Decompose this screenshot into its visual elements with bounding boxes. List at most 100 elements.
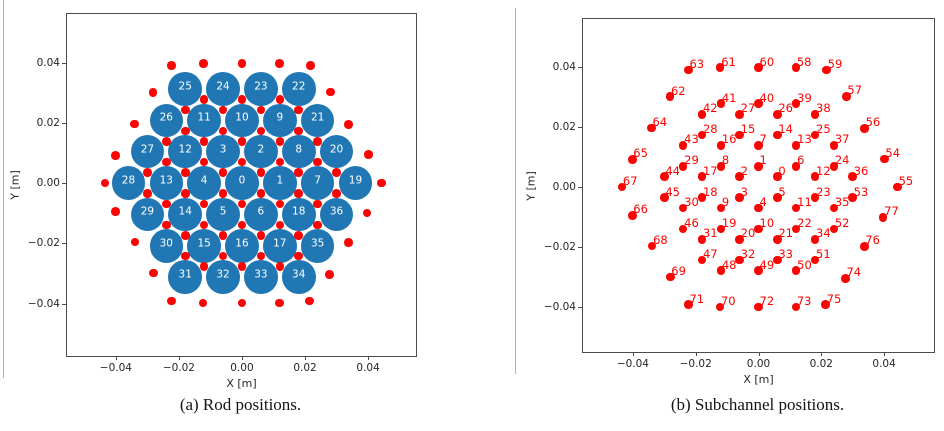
subchannel-label: 66	[633, 202, 648, 217]
subchannel-label: 55	[898, 174, 914, 189]
rod-label: 9	[276, 111, 284, 124]
subchannel-dot	[275, 157, 285, 167]
rod-marker: 16	[225, 228, 259, 263]
y-tick	[578, 187, 582, 189]
subchannel-dot	[100, 178, 110, 188]
subchannel-dot	[294, 168, 303, 177]
y-tick-label: −0.02	[27, 237, 60, 250]
rod-marker: 0	[225, 166, 259, 200]
rod-marker: 4	[187, 166, 221, 200]
rod-label: 15	[197, 237, 211, 250]
subchannel-label: 73	[796, 293, 812, 308]
rod-marker: 31	[168, 260, 203, 294]
subchannel-label: 26	[778, 101, 793, 116]
subchannel-dot	[275, 95, 285, 104]
subchannel-dot	[180, 105, 190, 115]
subchannel-label: 15	[740, 122, 756, 137]
rod-marker: 25	[168, 72, 203, 106]
subchannel-label: 43	[684, 132, 699, 147]
rod-marker: 17	[263, 228, 297, 263]
subchannel-label: 18	[702, 184, 718, 199]
subchannel-label: 9	[721, 195, 730, 209]
subchannel-label: 41	[721, 90, 737, 105]
subchannel-dot	[237, 220, 247, 230]
x-tick-label: 0.02	[293, 362, 317, 374]
rod-label: 5	[219, 205, 227, 218]
subchannel-label: 31	[702, 226, 718, 241]
subchannel-label: 51	[816, 247, 831, 262]
x-tick	[695, 352, 697, 356]
rod-label: 6	[257, 205, 265, 218]
subchannel-dot	[754, 141, 763, 150]
rod-marker: 10	[225, 103, 259, 138]
subchannel-label: 75	[826, 291, 842, 306]
x-tick	[884, 352, 886, 356]
rod-marker: 14	[168, 197, 203, 232]
x-tick-label: −0.02	[162, 362, 195, 374]
y-tick	[62, 62, 66, 64]
rod-label: 28	[121, 174, 136, 187]
subchannel-dot	[660, 172, 669, 182]
subchannel-dot	[715, 63, 725, 73]
subchannel-dot	[810, 255, 820, 265]
subchannel-dot	[716, 141, 726, 150]
x-tick-label: 0.04	[872, 358, 896, 370]
rod-marker: 20	[319, 134, 354, 169]
subchannel-dot	[237, 157, 247, 167]
subchannel-dot	[237, 136, 247, 146]
rod-marker: 33	[244, 260, 278, 294]
rod-marker: 11	[187, 103, 221, 138]
subchannel-dot	[829, 203, 839, 213]
subchannel-dot	[237, 298, 247, 308]
subchannel-label: 34	[816, 226, 831, 241]
subchannel-dot	[275, 298, 284, 308]
subchannel-dot	[294, 126, 303, 136]
subchannel-dot	[735, 130, 744, 140]
subchannel-label: 65	[633, 146, 648, 161]
rod-marker: 2	[244, 134, 278, 169]
y-tick	[578, 66, 582, 68]
subchannel-dot	[256, 230, 266, 240]
subchannel-dot	[162, 199, 171, 209]
subchannel-dot	[829, 162, 839, 171]
subchannel-dot	[791, 63, 801, 73]
subchannel-dot	[860, 242, 869, 251]
subchannel-label: 21	[778, 226, 793, 241]
subchannel-label: 77	[884, 204, 899, 219]
subchannel-label: 53	[853, 184, 869, 199]
subchannel-label: 11	[797, 195, 812, 209]
subchannel-dot	[678, 141, 688, 150]
subchannel-label: 72	[759, 293, 775, 308]
rod-marker: 9	[263, 103, 297, 138]
subchannel-dot	[660, 193, 669, 202]
subchannel-dot	[735, 193, 744, 202]
subchannel-dot	[665, 272, 675, 282]
subchannel-dot	[716, 224, 726, 234]
subchannel-dot	[697, 255, 707, 265]
subchannel-dot	[810, 172, 820, 182]
rod-label: 10	[235, 111, 249, 124]
y-tick	[62, 122, 66, 124]
rod-label: 34	[292, 268, 306, 281]
subchannel-dot	[313, 199, 322, 209]
subchannel-label: 69	[671, 264, 686, 279]
subchannel-dot	[130, 119, 139, 129]
subchannel-dot	[237, 95, 247, 104]
subchannel-label: 30	[684, 195, 699, 209]
subchannel-label: 24	[834, 153, 850, 168]
subchannel-dot	[791, 203, 801, 213]
subchannel-dot	[791, 162, 801, 171]
subchannel-dot	[754, 63, 763, 73]
subchannel-dot	[754, 99, 763, 109]
rod-label: 7	[314, 174, 321, 187]
subchannel-label: 70	[720, 293, 736, 308]
subchannel-dot	[880, 154, 889, 164]
y-axis-label: Y [m]	[8, 170, 22, 200]
subchannel-label: 61	[721, 54, 736, 69]
subchannel-dot	[143, 168, 152, 177]
x-tick	[178, 356, 180, 360]
rod-label: 4	[200, 174, 208, 187]
subchannel-dot	[218, 168, 228, 177]
subchannel-label: 59	[827, 56, 843, 71]
subchannel-dot	[773, 109, 782, 119]
